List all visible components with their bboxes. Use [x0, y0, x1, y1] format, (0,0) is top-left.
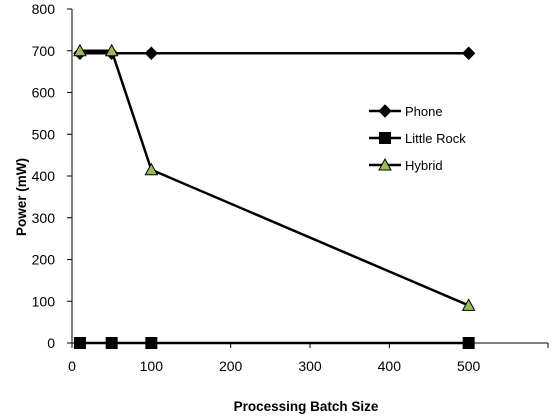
y-axis-label: Power (mW): [14, 158, 29, 236]
x-axis-ticks: 0 100 200 300 400 500: [68, 343, 549, 374]
data-point: [73, 337, 86, 349]
y-tick-label: 500: [32, 126, 56, 142]
legend-marker: [378, 104, 392, 118]
legend-item: Little Rock: [369, 131, 466, 146]
legend-label: Little Rock: [405, 131, 466, 146]
x-tick-label: 0: [68, 358, 76, 374]
x-tick-label: 100: [140, 358, 164, 374]
y-tick-label: 100: [32, 293, 56, 309]
series-little-rock: [73, 337, 475, 349]
y-tick-label: 400: [32, 168, 56, 184]
legend-marker: [378, 157, 392, 171]
x-tick-label: 200: [219, 358, 243, 374]
y-tick-label: 800: [32, 1, 56, 17]
y-tick-label: 300: [32, 210, 56, 226]
y-tick-label: 600: [32, 85, 56, 101]
legend-item: Phone: [369, 104, 443, 119]
series-hybrid: [73, 43, 476, 311]
data-point: [104, 43, 119, 57]
x-tick-label: 400: [378, 358, 402, 374]
data-point: [145, 337, 158, 349]
y-tick-label: 700: [32, 43, 56, 59]
data-point: [461, 46, 476, 60]
y-axis-ticks: 0 100 200 300 400 500 600 700 800: [32, 1, 72, 351]
y-tick-label: 200: [32, 252, 56, 268]
data-point: [144, 162, 159, 176]
series-line: [79, 49, 470, 307]
data-point: [462, 337, 475, 349]
series-layer: [73, 43, 476, 349]
legend-marker: [379, 132, 391, 144]
x-axis-label: Processing Batch Size: [234, 399, 379, 414]
series-phone: [73, 46, 476, 60]
y-tick-label: 0: [47, 335, 55, 351]
x-tick-label: 300: [298, 358, 322, 374]
legend-label: Hybrid: [405, 158, 443, 173]
legend-item: Hybrid: [369, 157, 443, 173]
data-point: [105, 337, 118, 349]
legend-label: Phone: [405, 104, 443, 119]
data-point: [73, 43, 87, 57]
x-tick-label: 500: [457, 358, 481, 374]
data-point: [144, 46, 159, 60]
legend: Phone Little Rock Hybrid: [369, 104, 466, 173]
data-point: [461, 298, 476, 311]
axes: [71, 9, 548, 344]
